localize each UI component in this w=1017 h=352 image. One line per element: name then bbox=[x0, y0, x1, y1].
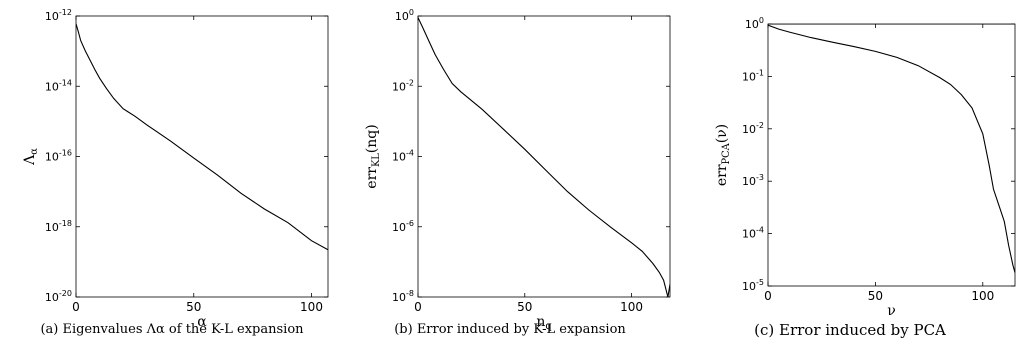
y-tick-label: 100 bbox=[745, 16, 764, 31]
caption-a: (a) Eigenvalues Λα of the K-L expansion bbox=[40, 322, 304, 337]
y-tick-label: 10-1 bbox=[742, 68, 764, 83]
caption-c: (c) Error induced by PCA bbox=[754, 321, 946, 339]
series-line-1 bbox=[76, 23, 328, 251]
y-tick-label: 10-8 bbox=[392, 289, 414, 304]
caption-b: (b) Error induced by K-L expansion bbox=[394, 322, 626, 337]
y-tick-label: 10-5 bbox=[742, 278, 764, 293]
y-tick-label: 10-3 bbox=[742, 173, 764, 188]
x-tick-label: 50 bbox=[517, 300, 532, 314]
y-tick-label: 100 bbox=[395, 8, 414, 23]
series-line-1 bbox=[418, 17, 670, 297]
y-tick-label: 10-16 bbox=[45, 149, 72, 164]
x-tick-label: 100 bbox=[971, 289, 994, 303]
plot-frame bbox=[417, 15, 671, 298]
x-axis-label: α bbox=[197, 314, 207, 330]
chart-1: 10-20 10-18 10-16 10-14 10-12 0 50 100 α Λα bbox=[22, 8, 329, 330]
y-tick-label: 10-2 bbox=[392, 78, 414, 93]
x-axis-label: ν bbox=[887, 303, 896, 319]
plot-frame bbox=[767, 23, 1016, 287]
x-tick-label: 50 bbox=[186, 300, 201, 314]
y-tick-label: 10-14 bbox=[45, 78, 72, 93]
y-tick-label: 10-4 bbox=[742, 226, 764, 241]
y-axis-label: Λα bbox=[22, 148, 40, 166]
y-tick-label: 10-18 bbox=[45, 219, 72, 234]
y-tick-label: 10-20 bbox=[45, 289, 72, 304]
series-line-2 bbox=[768, 24, 1015, 273]
y-axis-label: errKL(nq) bbox=[364, 124, 382, 188]
y-tick-label: 10-12 bbox=[45, 8, 72, 23]
y-tick-label: 10-6 bbox=[392, 219, 414, 234]
y-tick-label: 10-4 bbox=[392, 149, 414, 164]
x-tick-label: 0 bbox=[764, 289, 772, 303]
y-tick-label: 10-2 bbox=[742, 121, 764, 136]
plot-frame bbox=[75, 15, 329, 298]
x-tick-label: 50 bbox=[868, 289, 883, 303]
x-tick-label: 0 bbox=[414, 300, 422, 314]
x-tick-label: 100 bbox=[300, 300, 323, 314]
x-tick-label: 100 bbox=[620, 300, 643, 314]
y-axis-label: errPCA(ν) bbox=[714, 124, 732, 186]
chart-2: 10-8 10-6 10-4 10-2 100 0 50 100 nq errKL(nq) bbox=[364, 8, 671, 332]
x-axis-label: nq bbox=[536, 314, 551, 332]
chart-3: 10-5 10-4 10-3 10-2 10-1 100 0 50 100 ν errPCA(ν) bbox=[714, 16, 1016, 319]
x-tick-label: 0 bbox=[72, 300, 80, 314]
